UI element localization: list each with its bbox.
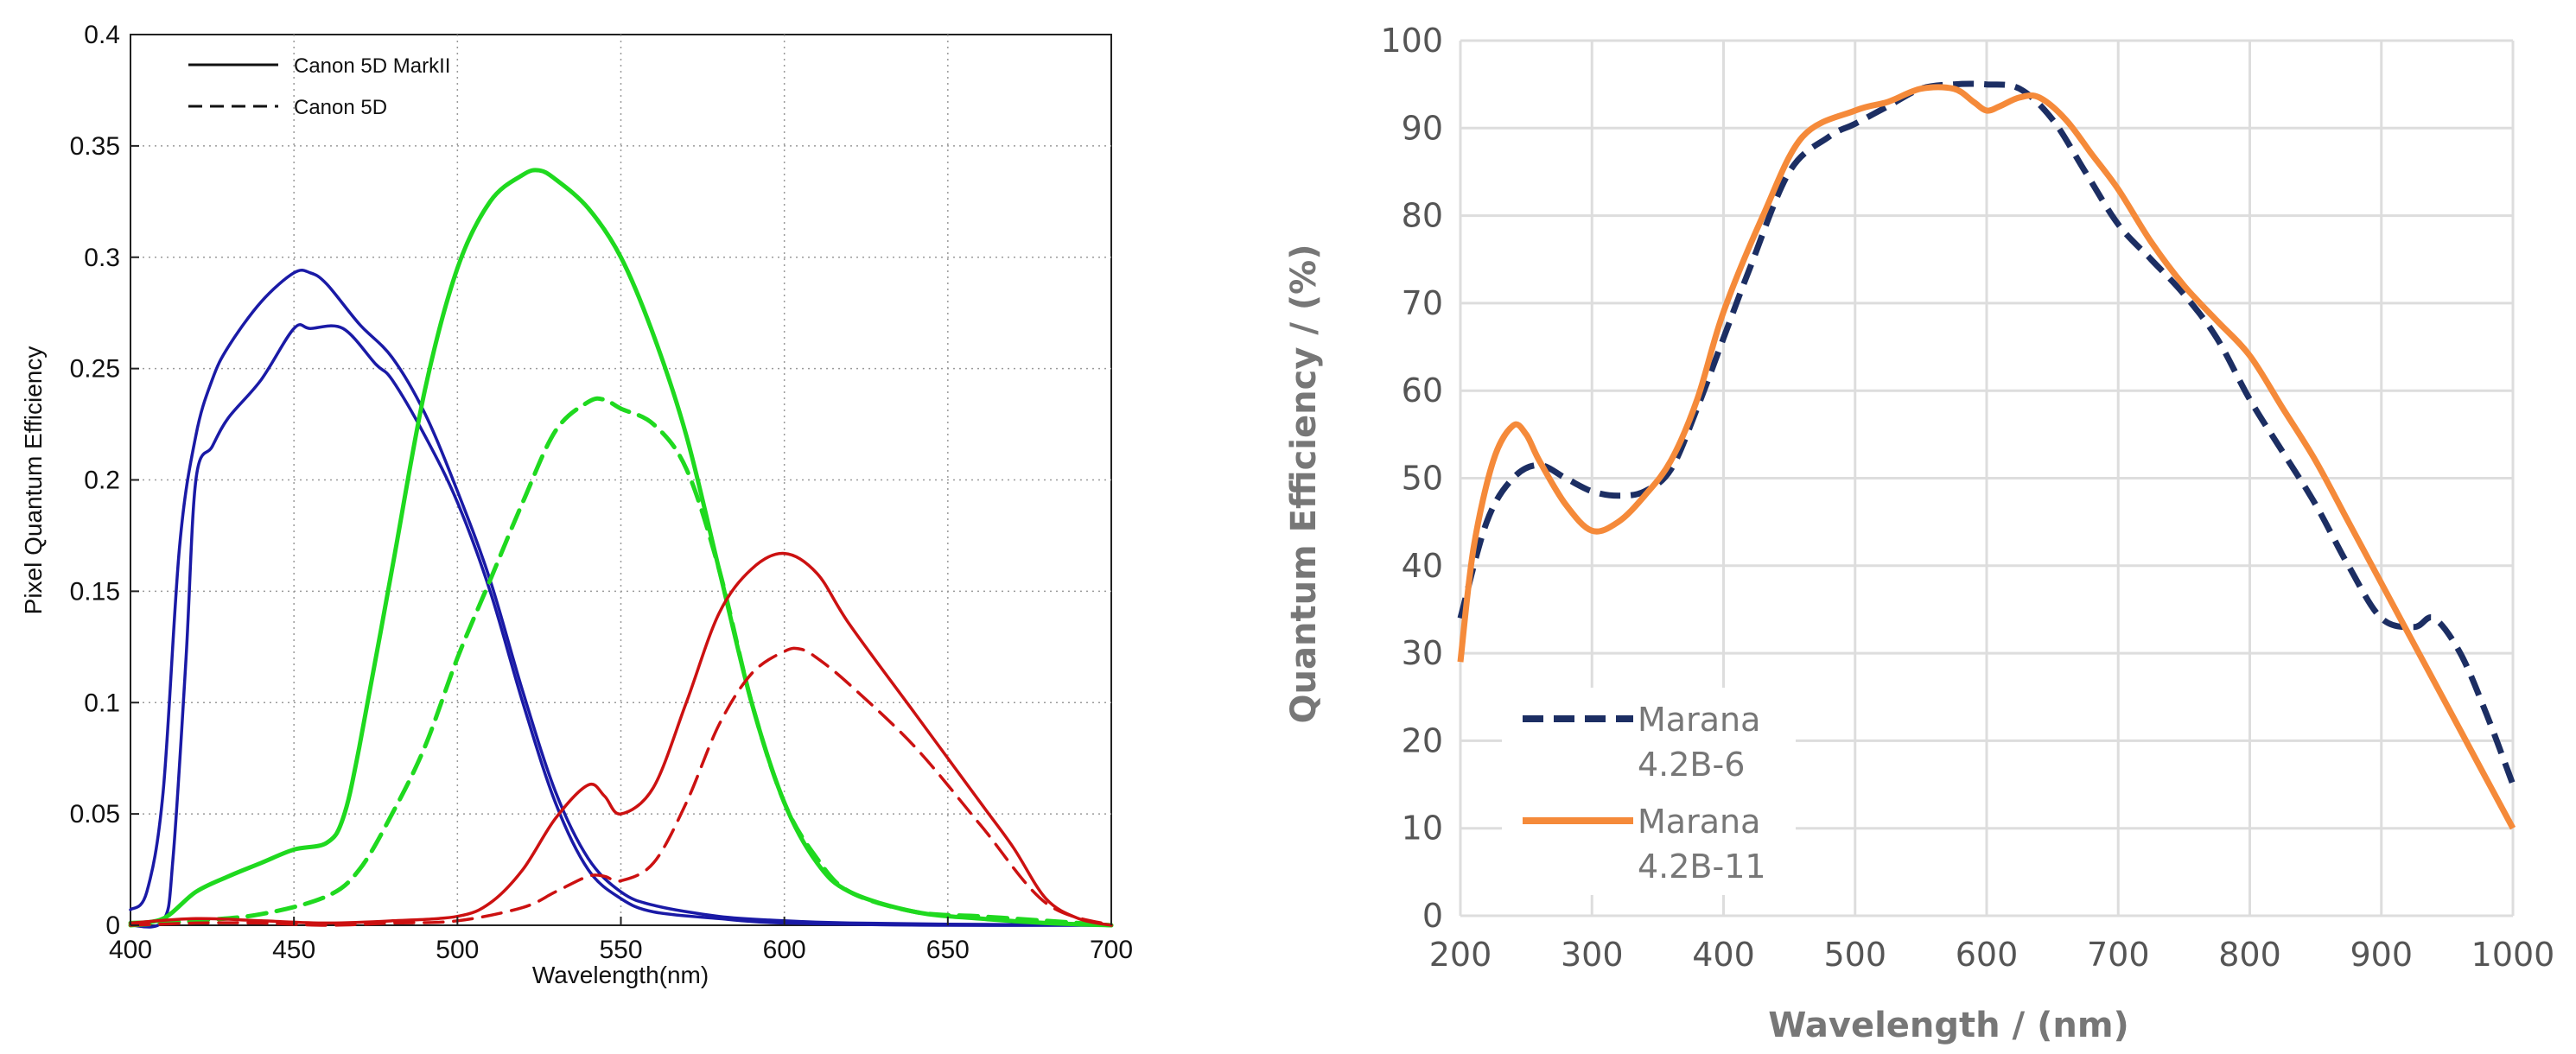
right-y-tick-label: 20 bbox=[1402, 721, 1443, 759]
left-legend-label-markii: Canon 5D MarkII bbox=[294, 54, 450, 78]
left-x-ticks: 400 450 500 550 600 650 700 bbox=[109, 917, 1133, 964]
right-y-tick-label: 60 bbox=[1402, 371, 1443, 410]
right-x-tick-label: 1000 bbox=[2471, 936, 2555, 974]
right-series-marana-4-2b-6 bbox=[1457, 80, 2516, 786]
left-legend-label-5d: Canon 5D bbox=[294, 96, 387, 119]
left-x-axis-label: Wavelength(nm) bbox=[532, 962, 709, 988]
right-x-tick-label: 200 bbox=[1429, 936, 1492, 974]
right-x-tick-label: 300 bbox=[1561, 936, 1624, 974]
right-x-tick-label: 400 bbox=[1692, 936, 1755, 974]
left-x-tick-label: 500 bbox=[436, 936, 479, 964]
right-legend-marana-6-line1: Marana bbox=[1638, 701, 1760, 739]
left-series-blue-solid bbox=[129, 323, 1113, 929]
right-y-ticks: 0 10 20 30 40 50 60 70 80 90 100 bbox=[1380, 22, 1443, 935]
right-legend-marana-11-line2: 4.2B-11 bbox=[1638, 848, 1766, 886]
right-series-marana-4-2b-11 bbox=[1457, 84, 2516, 830]
left-x-tick-label: 700 bbox=[1090, 936, 1133, 964]
right-legend-box bbox=[1502, 688, 1796, 895]
right-y-tick-label: 0 bbox=[1422, 897, 1443, 935]
left-y-tick-label: 0.4 bbox=[84, 21, 120, 49]
left-x-tick-label: 400 bbox=[109, 936, 152, 964]
right-x-tick-label: 700 bbox=[2087, 936, 2150, 974]
right-y-tick-label: 100 bbox=[1380, 22, 1443, 60]
left-y-tick-label: 0.25 bbox=[70, 355, 120, 384]
left-y-tick-label: 0 bbox=[105, 911, 120, 940]
right-legend-marana-11-line1: Marana bbox=[1638, 803, 1760, 841]
right-y-tick-label: 10 bbox=[1402, 810, 1443, 848]
left-series-blue-solid bbox=[129, 269, 1113, 927]
right-y-tick-label: 30 bbox=[1402, 634, 1443, 672]
left-y-tick-label: 0.2 bbox=[84, 467, 120, 495]
left-y-tick-label: 0.35 bbox=[70, 132, 120, 161]
left-y-tick-label: 0.05 bbox=[70, 800, 120, 829]
right-y-tick-label: 90 bbox=[1402, 109, 1443, 147]
right-y-tick-label: 70 bbox=[1402, 284, 1443, 322]
left-y-tick-label: 0.15 bbox=[70, 577, 120, 606]
right-grid bbox=[1459, 39, 2515, 917]
left-y-tick-label: 0.3 bbox=[84, 244, 120, 272]
left-legend: Canon 5D MarkII Canon 5D bbox=[188, 54, 450, 119]
right-legend-marana-6-line2: 4.2B-6 bbox=[1638, 746, 1745, 784]
right-x-tick-label: 600 bbox=[1956, 936, 2019, 974]
left-x-tick-label: 450 bbox=[272, 936, 315, 964]
left-y-axis-label: Pixel Quantum Efficiency bbox=[20, 346, 47, 615]
right-y-tick-label: 40 bbox=[1402, 547, 1443, 585]
right-y-tick-label: 80 bbox=[1402, 197, 1443, 235]
left-x-tick-label: 550 bbox=[599, 936, 642, 964]
right-chart: 0 10 20 30 40 50 60 70 80 90 100 200 300 400 500 600 70… bbox=[1284, 22, 2554, 1045]
left-x-tick-label: 600 bbox=[763, 936, 806, 964]
left-series-group bbox=[128, 168, 1114, 929]
left-chart: 0 0.05 0.1 0.15 0.2 0.25 0.3 0.35 0.4 400 450 500 5… bbox=[20, 21, 1133, 988]
left-x-tick-label: 650 bbox=[926, 936, 970, 964]
right-x-tick-label: 500 bbox=[1823, 936, 1886, 974]
right-series-group bbox=[1457, 80, 2516, 830]
right-x-axis-label: Wavelength / (nm) bbox=[1768, 1006, 2129, 1045]
right-y-axis-label: Quantum Efficiency / (%) bbox=[1284, 244, 1324, 724]
left-series-red-solid bbox=[129, 551, 1113, 927]
right-y-tick-label: 50 bbox=[1402, 460, 1443, 498]
left-series-red-dashed bbox=[129, 646, 1113, 927]
left-series-green-solid bbox=[128, 168, 1114, 928]
right-legend: Marana 4.2B-6 Marana 4.2B-11 bbox=[1502, 688, 1796, 895]
left-y-ticks: 0 0.05 0.1 0.15 0.2 0.25 0.3 0.35 0.4 bbox=[70, 21, 139, 940]
right-x-tick-label: 900 bbox=[2350, 936, 2413, 974]
right-x-ticks: 200 300 400 500 600 700 800 900 1000 bbox=[1429, 936, 2555, 974]
left-y-tick-label: 0.1 bbox=[84, 689, 120, 717]
left-series-green-dashed bbox=[128, 396, 1114, 928]
right-x-tick-label: 800 bbox=[2218, 936, 2281, 974]
